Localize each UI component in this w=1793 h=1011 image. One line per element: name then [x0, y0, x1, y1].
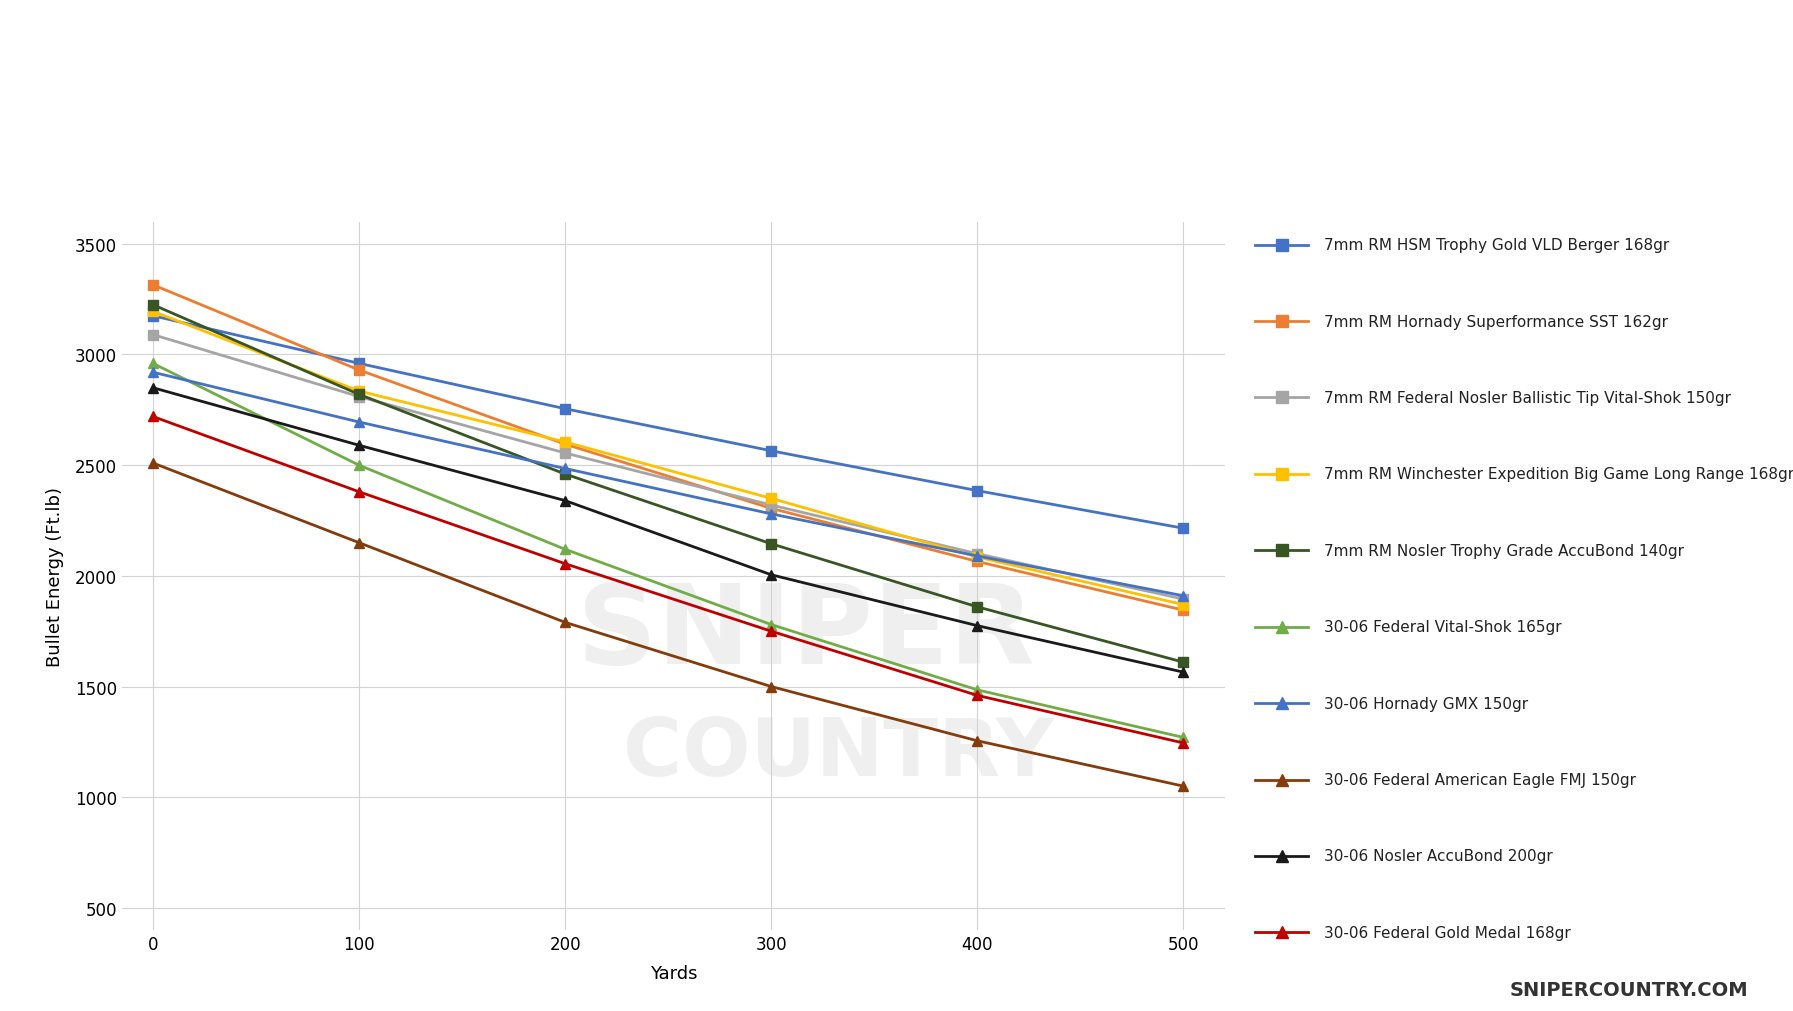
Text: 30-06 Federal Gold Medal 168gr: 30-06 Federal Gold Medal 168gr — [1323, 925, 1571, 940]
Text: 30-06 Federal American Eagle FMJ 150gr: 30-06 Federal American Eagle FMJ 150gr — [1323, 772, 1635, 788]
Text: 7mm RM HSM Trophy Gold VLD Berger 168gr: 7mm RM HSM Trophy Gold VLD Berger 168gr — [1323, 238, 1669, 253]
Text: 7mm RM Winchester Expedition Big Game Long Range 168gr: 7mm RM Winchester Expedition Big Game Lo… — [1323, 467, 1793, 482]
X-axis label: Yards: Yards — [649, 964, 697, 982]
Text: SNIPERCOUNTRY.COM: SNIPERCOUNTRY.COM — [1510, 980, 1748, 999]
Text: 7mm RM Federal Nosler Ballistic Tip Vital-Shok 150gr: 7mm RM Federal Nosler Ballistic Tip Vita… — [1323, 390, 1730, 405]
Text: 7mm RM Hornady Superformance SST 162gr: 7mm RM Hornady Superformance SST 162gr — [1323, 314, 1667, 330]
Text: KINETIC ENERGY: KINETIC ENERGY — [561, 49, 1232, 118]
Text: 30-06 Federal Vital-Shok 165gr: 30-06 Federal Vital-Shok 165gr — [1323, 620, 1562, 635]
Y-axis label: Bullet Energy (Ft.lb): Bullet Energy (Ft.lb) — [47, 486, 65, 666]
Text: SNIPER: SNIPER — [577, 579, 1035, 686]
Text: 7mm RM Nosler Trophy Grade AccuBond 140gr: 7mm RM Nosler Trophy Grade AccuBond 140g… — [1323, 543, 1684, 558]
Text: COUNTRY: COUNTRY — [624, 714, 1054, 793]
Text: 30-06 Nosler AccuBond 200gr: 30-06 Nosler AccuBond 200gr — [1323, 848, 1553, 863]
Text: 30-06 Hornady GMX 150gr: 30-06 Hornady GMX 150gr — [1323, 696, 1528, 711]
